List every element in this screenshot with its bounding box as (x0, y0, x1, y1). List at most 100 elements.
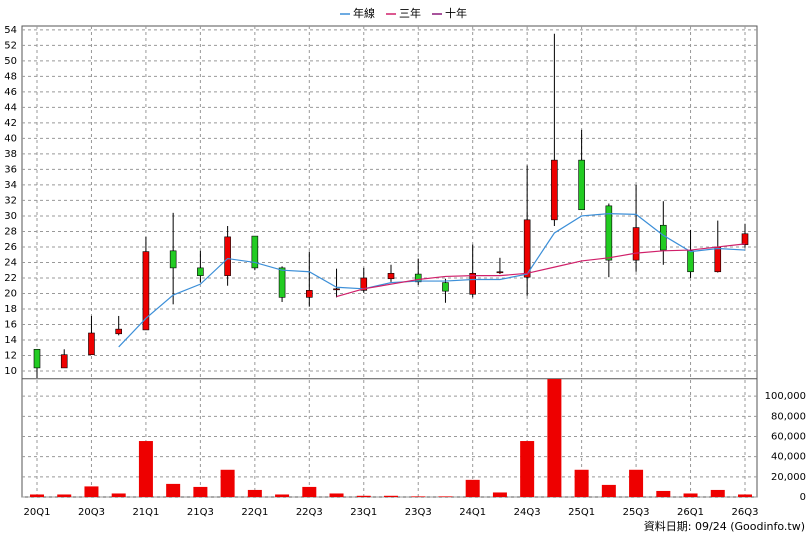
volume-bar (574, 469, 589, 497)
x-tick-label: 20Q3 (78, 507, 105, 518)
volume-bar (384, 495, 398, 497)
candle-body (387, 273, 395, 280)
volume-bar (438, 496, 453, 497)
plot-frame (21, 25, 758, 498)
y-tick-label: 32 (4, 195, 17, 206)
legend-label: 三年 (399, 6, 421, 20)
y-tick-label: 10 (4, 366, 17, 377)
candle-body (741, 233, 749, 245)
volume-tick-label: 0 (800, 492, 806, 503)
candle-body (60, 354, 68, 369)
legend-label: 十年 (445, 6, 467, 20)
volume-tick-label: 60,000 (771, 432, 806, 443)
volume-bar (193, 486, 208, 497)
x-tick-label: 22Q3 (296, 507, 323, 518)
candle-body (197, 267, 204, 276)
volume-bar (738, 494, 752, 497)
candle-body (278, 267, 286, 298)
volume-bar (247, 489, 262, 497)
line-series (118, 213, 746, 348)
x-tick-label: 21Q1 (132, 507, 159, 518)
candle-body (551, 159, 558, 221)
x-tick-label: 25Q3 (623, 507, 650, 518)
candle-body (660, 224, 667, 251)
candle-body (605, 205, 613, 261)
line-series (336, 243, 746, 298)
candle-body (632, 227, 640, 261)
candle-body (360, 277, 368, 291)
candle-body (224, 236, 231, 276)
x-tick-label: 26Q1 (677, 507, 704, 518)
y-tick-label: 48 (4, 71, 17, 82)
y-tick-label: 14 (4, 335, 17, 346)
candle-body (496, 271, 504, 274)
volume-bar (492, 492, 507, 497)
y-tick-label: 28 (4, 226, 17, 237)
volume-bar (57, 494, 72, 497)
candle-body (142, 251, 150, 331)
y-tick-label: 12 (4, 350, 17, 361)
y-tick-label: 24 (4, 257, 17, 268)
volume-bar (356, 495, 371, 497)
candle-body (251, 235, 259, 269)
candle-body (687, 250, 694, 273)
y-tick-label: 26 (4, 242, 17, 253)
y-tick-label: 18 (4, 304, 17, 315)
y-tick-label: 34 (4, 180, 17, 191)
volume-bar (520, 441, 535, 497)
volume-bar (166, 483, 181, 497)
volume-bar (629, 469, 644, 497)
candle-body (442, 282, 449, 292)
y-tick-label: 46 (4, 87, 17, 98)
y-tick-label: 36 (4, 164, 17, 175)
x-tick-label: 21Q3 (187, 507, 214, 518)
volume-tick-label: 80,000 (771, 411, 806, 422)
volume-bar (30, 494, 44, 497)
candle-body (714, 246, 722, 273)
y-tick-label: 52 (4, 40, 17, 51)
volume-bar (138, 441, 153, 497)
y-tick-label: 44 (4, 102, 17, 113)
volume-bar (547, 379, 562, 497)
candle-body (169, 250, 177, 269)
legend-label: 年線 (353, 6, 375, 20)
candle-body (333, 288, 340, 291)
x-tick-label: 23Q3 (405, 507, 432, 518)
y-tick-label: 50 (4, 56, 17, 67)
volume-bar (111, 493, 126, 497)
volume-bar (302, 486, 317, 497)
candle-body (33, 348, 41, 369)
volume-bar (84, 486, 99, 497)
candle-body (306, 290, 313, 298)
candle-body (523, 219, 531, 278)
candle-body (115, 328, 122, 335)
y-tick-label: 40 (4, 133, 17, 144)
footer: 資料日期: 09/24 (Goodinfo.tw) (644, 519, 805, 533)
y-tick-label: 16 (4, 319, 17, 330)
volume-bar (275, 494, 290, 497)
x-tick-label: 26Q3 (732, 507, 759, 518)
x-tick-label: 24Q3 (514, 507, 541, 518)
x-tick-label: 23Q1 (350, 507, 377, 518)
volume-bar (220, 469, 235, 497)
volume-tick-label: 20,000 (771, 472, 806, 483)
candle-body (578, 159, 585, 211)
x-tick-label: 22Q1 (241, 507, 268, 518)
volume-bar (683, 493, 698, 497)
y-tick-label: 30 (4, 211, 17, 222)
y-tick-label: 22 (4, 273, 17, 284)
volume-bar (656, 490, 671, 497)
candle-body (469, 273, 476, 295)
volume-bar (710, 489, 725, 497)
x-tick-label: 20Q1 (24, 507, 51, 518)
volume-bar (411, 496, 426, 497)
candle-body (414, 273, 422, 283)
y-tick-label: 42 (4, 118, 17, 129)
x-tick-label: 25Q1 (568, 507, 595, 518)
y-tick-label: 54 (4, 25, 17, 36)
x-tick-label: 24Q1 (459, 507, 486, 518)
volume-bar (465, 479, 480, 497)
y-tick-label: 20 (4, 288, 17, 299)
candle-body (88, 332, 95, 356)
